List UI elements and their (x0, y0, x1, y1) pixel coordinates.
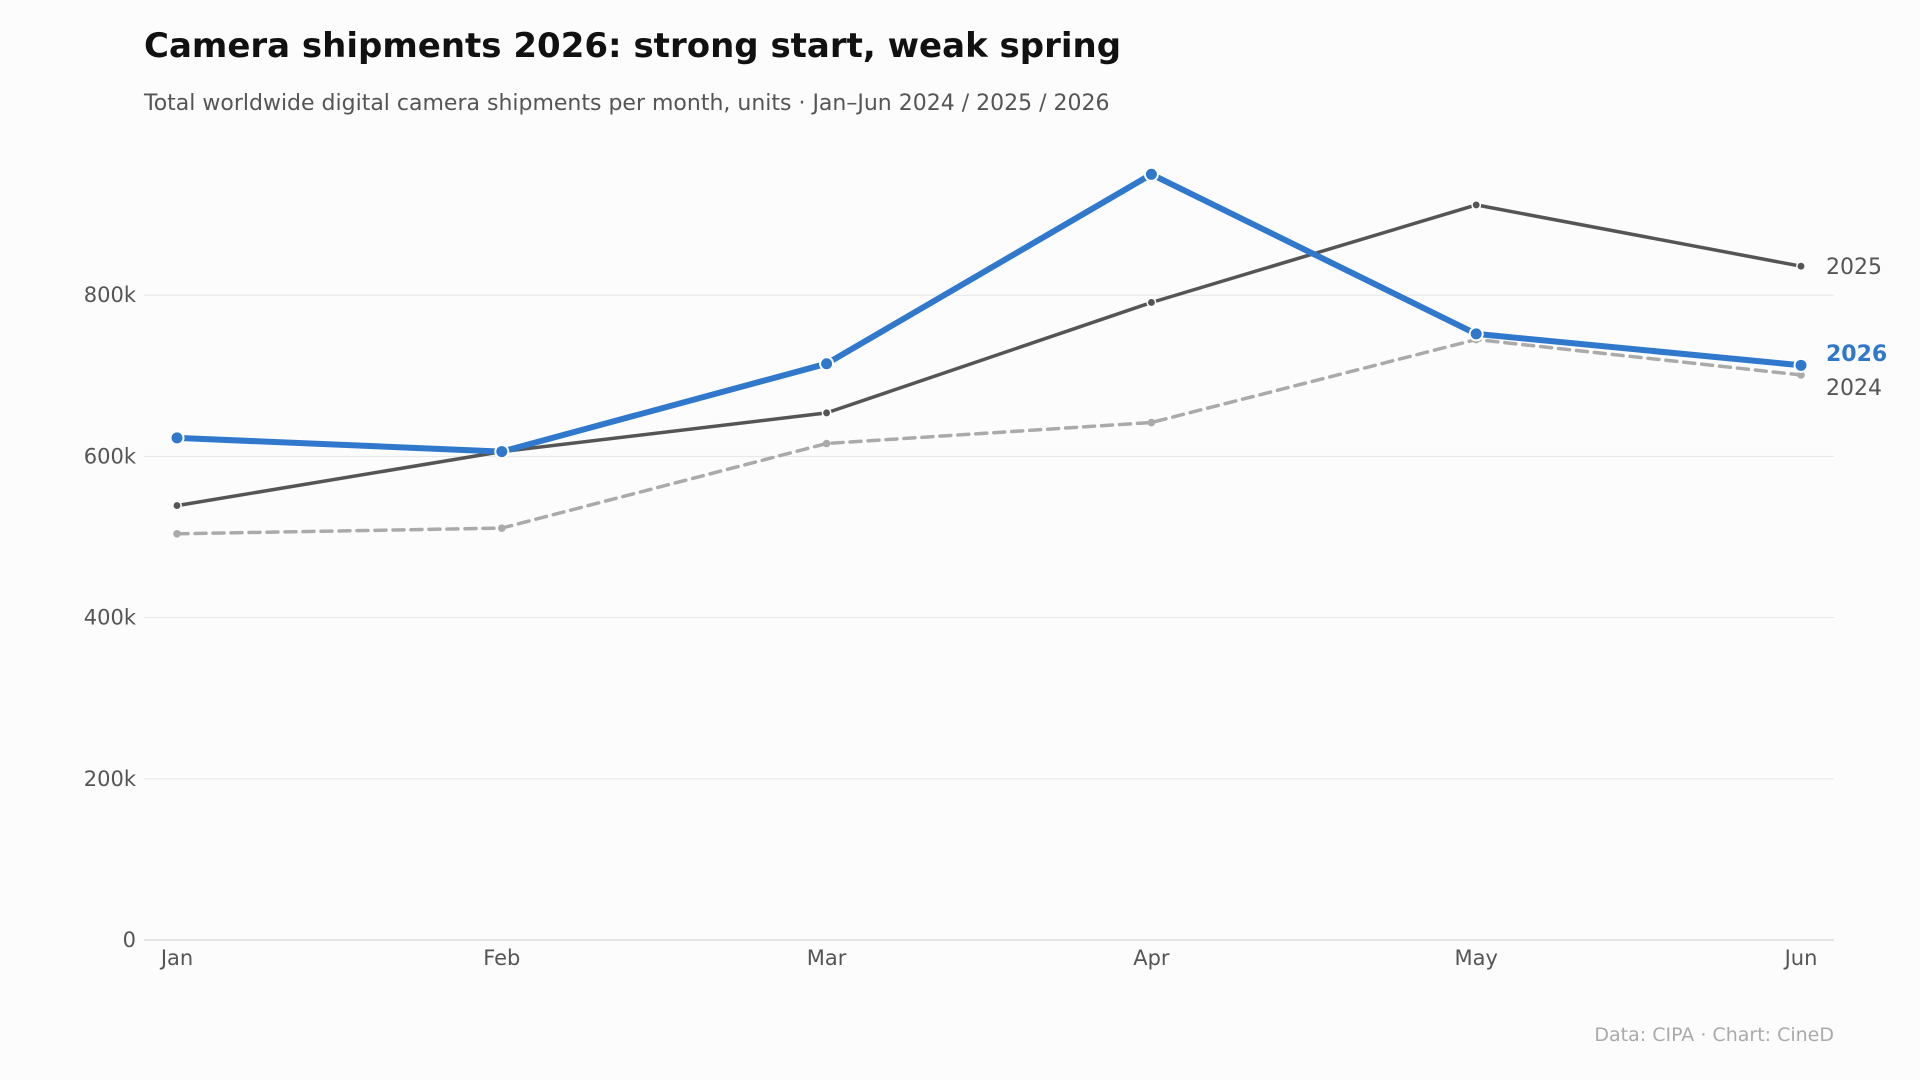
series-end-label: 2024 (1826, 376, 1882, 401)
x-tick-label: Apr (1133, 946, 1170, 970)
y-tick-label: 400k (84, 606, 137, 630)
data-point-2024 (1797, 371, 1805, 379)
data-point-2026 (1143, 166, 1159, 182)
series-end-label: 2025 (1826, 255, 1882, 280)
data-point-2025 (1471, 199, 1482, 210)
source-note: Data: CIPA · Chart: CineD (1594, 1024, 1834, 1046)
data-point-2025 (1796, 261, 1806, 272)
data-point-2026 (819, 356, 835, 372)
data-point-2024 (1147, 418, 1156, 427)
series-line-2025 (175, 203, 1803, 508)
x-tick-label: May (1454, 946, 1497, 970)
y-tick-label: 0 (123, 928, 136, 952)
data-point-2025 (1146, 297, 1157, 308)
data-point-2024 (822, 439, 831, 448)
x-tick-label: Feb (483, 946, 520, 970)
chart-subtitle: Total worldwide digital camera shipments… (144, 91, 1110, 116)
series-line-2026 (174, 171, 1804, 455)
series-line-2024 (175, 337, 1803, 536)
x-tick-label: Mar (807, 946, 847, 970)
y-tick-label: 800k (84, 283, 137, 307)
chart-title: Camera shipments 2026: strong start, wea… (144, 26, 1122, 66)
data-point-2026 (1468, 326, 1484, 342)
y-tick-label: 600k (84, 444, 137, 468)
data-point-2025 (172, 500, 182, 511)
data-point-2026 (1793, 357, 1809, 373)
series-end-label: 2026 (1826, 342, 1887, 367)
y-tick-label: 200k (84, 767, 137, 791)
data-point-2026 (169, 430, 185, 446)
x-tick-label: Jun (1783, 946, 1818, 970)
data-point-2024 (173, 529, 181, 538)
data-point-2025 (821, 407, 832, 418)
data-point-2026 (494, 444, 510, 460)
x-tick-label: Jan (159, 946, 193, 970)
data-point-2024 (498, 524, 506, 532)
